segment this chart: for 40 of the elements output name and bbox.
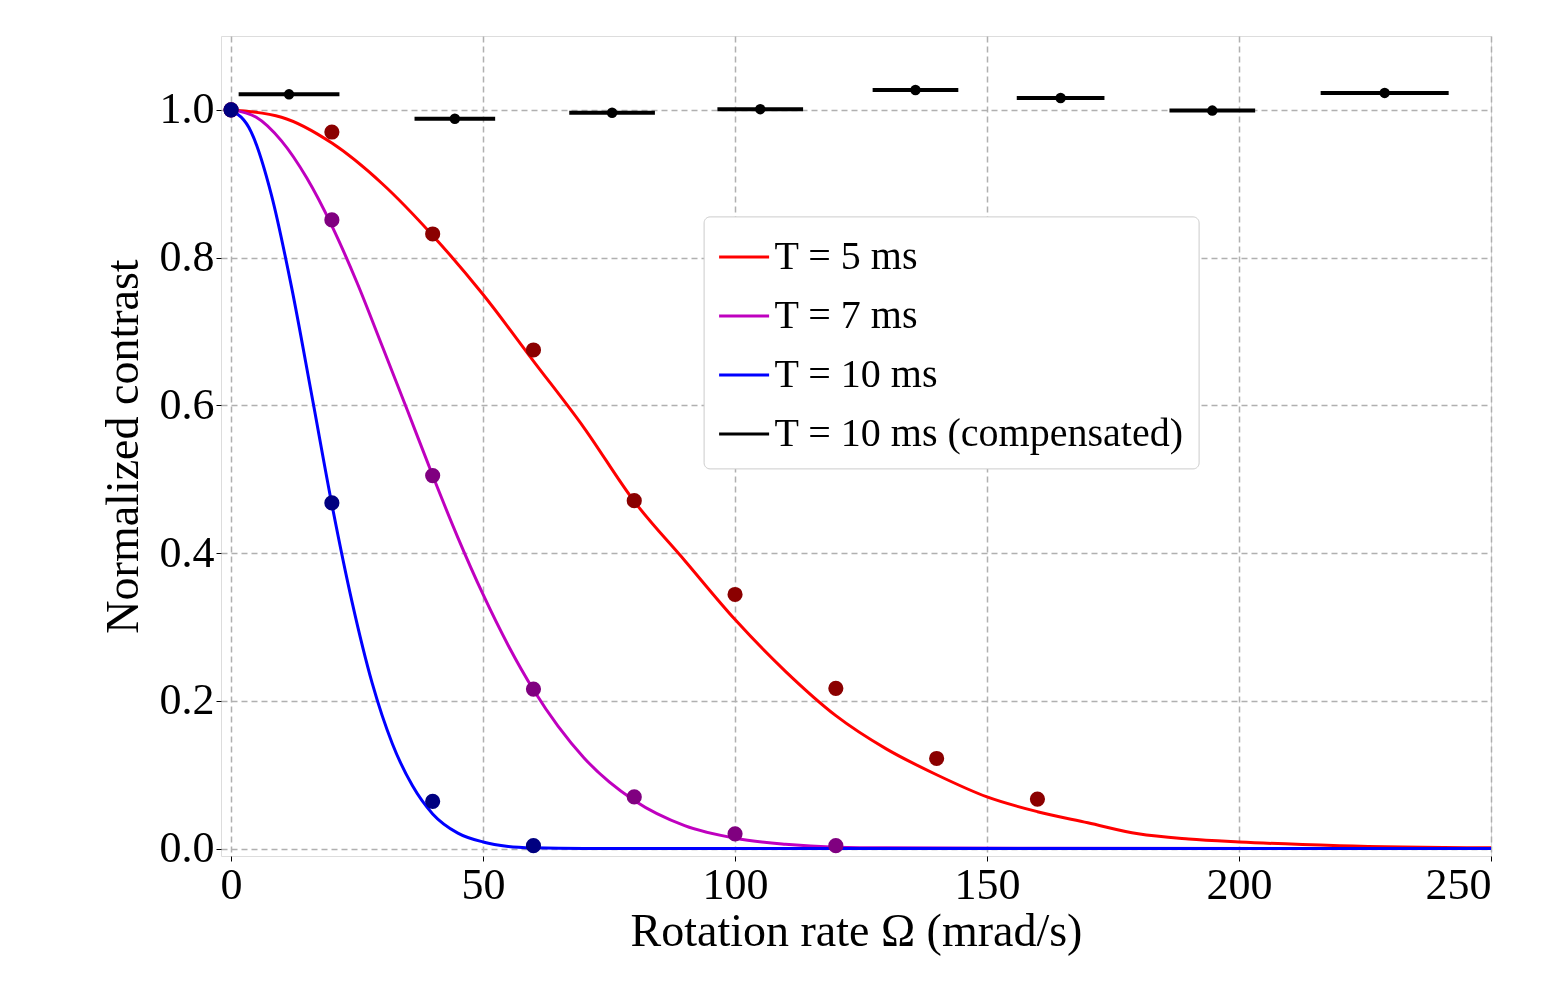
legend-label: T = 10 ms [774, 350, 938, 396]
point [324, 212, 340, 228]
point [606, 107, 618, 119]
x-tick-label: 200 [1206, 859, 1273, 909]
point [425, 226, 441, 242]
legend-label: T = 5 ms [774, 232, 918, 278]
point [449, 113, 461, 124]
point [525, 681, 542, 697]
point [910, 84, 921, 96]
y-tick-label: 0.0 [159, 823, 215, 873]
point [755, 103, 766, 115]
y-tick-label: 0.6 [159, 379, 215, 429]
point [1029, 791, 1046, 807]
point [828, 838, 844, 854]
point [828, 680, 844, 696]
legend-label: T = 10 ms (compensated) [774, 409, 1184, 455]
point [1379, 87, 1390, 99]
legend-label: T = 7 ms [774, 291, 918, 337]
x-tick-label: 250 [1425, 859, 1492, 909]
point [1055, 92, 1066, 104]
point [626, 493, 642, 509]
y-tick-label: 0.4 [159, 527, 215, 577]
y-tick-label: 1.0 [159, 84, 215, 134]
point [525, 838, 542, 854]
point [525, 342, 542, 358]
point [1207, 105, 1218, 116]
point [324, 495, 340, 511]
x-tick-label: 0 [220, 859, 243, 909]
point [626, 789, 642, 805]
y-tick-label: 0.2 [159, 675, 215, 725]
point [283, 89, 295, 100]
y-tick-label: 0.8 [159, 232, 215, 282]
point [324, 124, 340, 140]
point [929, 750, 945, 767]
point [727, 826, 743, 842]
point [727, 586, 743, 603]
y-axis-title: Normalized contrast [96, 259, 148, 634]
point [425, 467, 441, 484]
x-tick-label: 50 [461, 859, 506, 909]
point [425, 793, 441, 809]
